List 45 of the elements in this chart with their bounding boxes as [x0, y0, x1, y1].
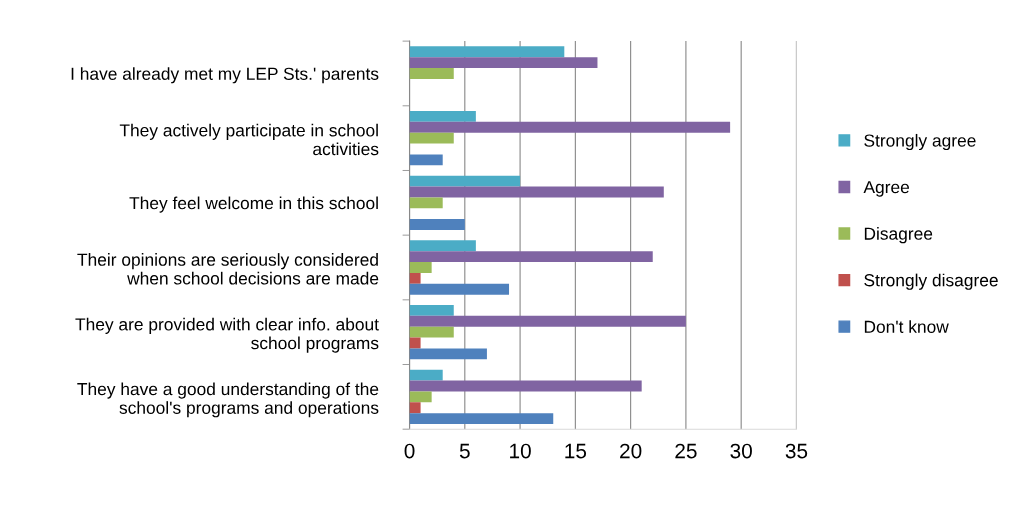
bar: [409, 197, 443, 209]
y-tick-label: They actively participate in school activities: [119, 123, 379, 156]
x-tick-label: 0: [404, 443, 415, 459]
bar: [409, 326, 454, 338]
bar: [409, 283, 510, 295]
bar: [409, 186, 664, 198]
bar: [409, 132, 454, 144]
bar: [409, 154, 443, 166]
bar: [409, 380, 642, 392]
x-tick-label: 35: [785, 443, 808, 459]
y-tick-label: They feel welcome in this school: [129, 196, 378, 213]
bar: [409, 46, 565, 58]
bar: [409, 110, 476, 122]
y-tick-label: I have already met my LEP Sts.' parents: [71, 67, 379, 84]
y-tick-label: They are provided with clear info. about school programs: [75, 317, 379, 353]
legend-label: Don't know: [864, 320, 949, 333]
bar: [409, 337, 421, 349]
x-tick-label: 30: [730, 443, 752, 459]
bar: [409, 402, 421, 414]
x-tick-label: 15: [565, 443, 587, 459]
x-tick-label: 10: [510, 443, 531, 459]
y-tick-label: They have a good understanding of the school's programs and operations: [77, 382, 379, 418]
bar: [409, 262, 432, 273]
bar: [409, 121, 731, 133]
x-tick-label: 5: [459, 443, 470, 459]
legend-label: Disagree: [864, 227, 933, 244]
legend-label: Strongly disagree: [864, 273, 998, 290]
bar: [409, 68, 454, 79]
legend-label: Agree: [863, 181, 910, 197]
x-tick-label: 20: [620, 443, 642, 459]
legend-label: Strongly agree: [864, 133, 976, 151]
bar: [409, 175, 521, 187]
bar: [409, 369, 443, 381]
bar: [409, 391, 432, 403]
x-tick-label: 25: [675, 443, 697, 459]
bar: [409, 348, 487, 360]
bar: [409, 315, 686, 327]
bar: [409, 272, 421, 284]
y-tick-label: Their opinions are seriously considered when school decisions are made: [77, 253, 379, 285]
bar: [409, 219, 465, 230]
bar: [409, 240, 476, 252]
bar: [409, 251, 653, 263]
bar: [409, 57, 598, 69]
bar: [409, 305, 454, 316]
bar: [409, 413, 554, 425]
